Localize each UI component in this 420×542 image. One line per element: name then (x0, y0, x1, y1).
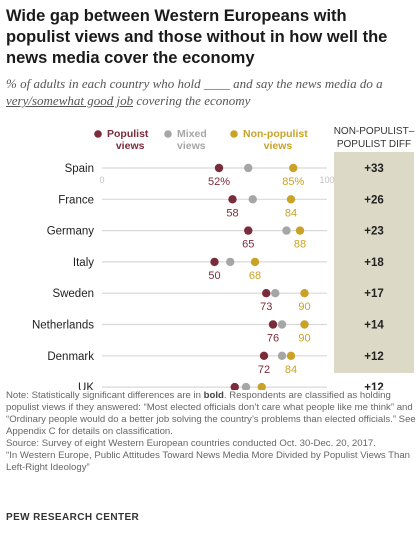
country-label-italy: Italy (73, 257, 94, 269)
axis-label-max: 100 (319, 175, 334, 185)
diff-value-denmark: +12 (364, 351, 384, 363)
legend-non-populist-label-2: views (264, 140, 293, 152)
populist-value-france: 58 (226, 207, 238, 219)
chart-notes: Note: Statistically significant differen… (6, 390, 416, 474)
country-label-germany: Germany (47, 226, 95, 238)
mixed-dot-germany (282, 226, 291, 235)
legend-non-populist-dot (230, 130, 238, 138)
subtitle-part-2: very/somewhat good job (6, 93, 134, 108)
legend-mixed-label-2: views (177, 140, 206, 152)
populist-value-sweden: 73 (260, 301, 272, 313)
populist-value-spain: 52% (208, 176, 230, 188)
non-populist-value-netherlands: 90 (298, 333, 310, 345)
mixed-dot-netherlands (277, 320, 287, 329)
subtitle-part-1: % of adults in each country who hold ___… (6, 76, 383, 91)
populist-dot-denmark (259, 351, 269, 360)
country-label-denmark: Denmark (47, 351, 94, 363)
country-label-netherlands: Netherlands (32, 320, 94, 332)
mixed-dot-italy (226, 257, 235, 267)
populist-value-italy: 50 (208, 270, 220, 282)
populist-value-denmark: 72 (258, 364, 270, 376)
legend-populist-dot (94, 130, 102, 138)
non-populist-dot-uk (257, 382, 266, 390)
diff-column-bg (334, 152, 414, 373)
country-label-france: France (58, 194, 94, 206)
populist-dot-netherlands (268, 320, 278, 329)
non-populist-value-italy: 68 (249, 270, 261, 282)
country-label-sweden: Sweden (52, 288, 94, 300)
populist-value-netherlands: 76 (267, 333, 279, 345)
non-populist-value-denmark: 84 (285, 364, 297, 376)
legend-populist-label-2: views (116, 140, 145, 152)
country-label-spain: Spain (65, 163, 94, 175)
non-populist-dot-germany (295, 226, 305, 235)
diff-value-spain: +33 (364, 163, 384, 175)
report-text: “In Western Europe, Public Attitudes Tow… (6, 450, 411, 473)
non-populist-dot-denmark (286, 351, 296, 360)
populist-dot-spain (214, 163, 224, 173)
non-populist-value-france: 84 (285, 207, 297, 219)
populist-dot-france (228, 195, 237, 204)
diff-value-uk: +12 (364, 382, 384, 390)
pew-logo: PEW RESEARCH CENTER (6, 512, 140, 523)
diff-value-germany: +23 (364, 226, 384, 238)
diff-value-france: +26 (364, 194, 384, 206)
mixed-dot-france (248, 195, 257, 204)
dot-plot-chart: NON-POPULIST–POPULIST DIFFPopulistviewsM… (32, 126, 415, 390)
country-label-uk: UK (78, 382, 94, 390)
chart-title: Wide gap between Western Europeans with … (6, 7, 388, 67)
mixed-dot-uk (241, 382, 251, 390)
non-populist-value-germany: 88 (294, 239, 306, 251)
diff-header-line-1: NON-POPULIST– (334, 126, 415, 137)
note-text: Note: Statistically significant differen… (6, 390, 416, 437)
populist-dot-italy (210, 257, 219, 267)
non-populist-value-spain: 85% (282, 176, 304, 188)
diff-header-line-2: POPULIST DIFF (337, 139, 411, 150)
diff-value-netherlands: +14 (364, 320, 384, 332)
diff-value-italy: +18 (364, 257, 384, 269)
source-text: Source: Survey of eight Western European… (6, 438, 376, 449)
legend-mixed-dot (164, 130, 172, 138)
axis-label-min: 0 (99, 175, 104, 185)
diff-value-sweden: +17 (364, 288, 384, 300)
non-populist-dot-netherlands (300, 320, 309, 329)
non-populist-dot-italy (250, 257, 260, 267)
chart-subtitle: % of adults in each country who hold ___… (6, 75, 414, 109)
populist-dot-uk (230, 382, 239, 390)
populist-value-germany: 65 (242, 239, 254, 251)
non-populist-dot-spain (289, 163, 298, 173)
mixed-dot-spain (244, 163, 253, 173)
non-populist-value-sweden: 90 (298, 301, 310, 313)
populist-dot-germany (244, 226, 253, 235)
legend-populist-label: Populist (107, 128, 149, 140)
non-populist-dot-sweden (300, 289, 309, 298)
mixed-dot-denmark (277, 351, 287, 360)
legend-mixed-label: Mixed (177, 128, 207, 140)
populist-dot-sweden (262, 289, 271, 298)
subtitle-part-3: covering the economy (133, 93, 251, 108)
legend-non-populist-label: Non-populist (243, 128, 308, 140)
mixed-dot-sweden (271, 289, 280, 298)
non-populist-dot-france (286, 195, 296, 204)
